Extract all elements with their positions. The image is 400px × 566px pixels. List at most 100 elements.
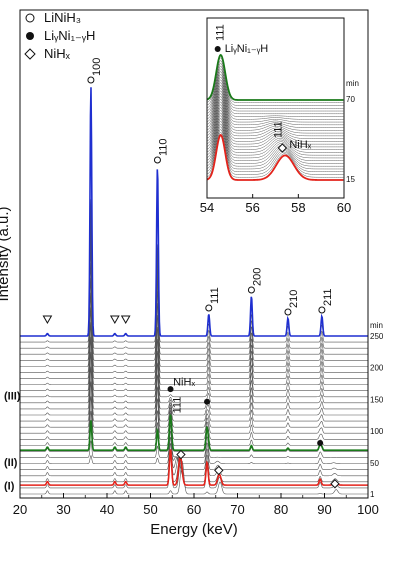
trace-gray xyxy=(20,235,368,373)
region-label: (III) xyxy=(4,390,21,402)
inset-trace-gray xyxy=(207,90,344,137)
trace-gray xyxy=(20,292,368,398)
inset-trace-gray xyxy=(207,57,344,104)
inset-trace-15-min xyxy=(207,133,344,181)
inset-trace-gray xyxy=(207,76,344,123)
hkl-label: 110 xyxy=(157,138,169,156)
trace-gray xyxy=(20,455,368,489)
triangle-marker xyxy=(42,315,53,325)
x-tick-label: 20 xyxy=(13,502,27,517)
inset-x-tick-label: 58 xyxy=(291,200,305,215)
plot-frame: 20 30 40 50 60 70 80 90 100 Energy (keV) Intensity… xyxy=(0,9,379,538)
NiHx-111-label: 111 xyxy=(172,397,184,414)
LiNiH3-peak-marker xyxy=(247,286,255,294)
inset-trace-gray xyxy=(207,82,344,128)
inset-trace-gray xyxy=(207,60,344,106)
inset-trace-gray xyxy=(207,101,344,148)
open-circle-icon xyxy=(25,13,35,23)
inset-NiHx-marker xyxy=(277,143,288,153)
hkl-label: 200 xyxy=(251,268,263,286)
inset-trace-gray xyxy=(207,73,344,120)
trace-gray xyxy=(20,449,368,483)
trace-gray xyxy=(20,205,368,343)
inset-trace-gray xyxy=(207,118,344,164)
inset-x-tick-label: 54 xyxy=(200,200,214,215)
trace-gray xyxy=(20,307,368,404)
trace-gray xyxy=(20,199,368,337)
inset-time-unit: min xyxy=(346,79,359,88)
x-tick-label: 40 xyxy=(100,502,114,517)
NiHx-peak-marker xyxy=(214,465,224,476)
x-tick-label: 60 xyxy=(187,502,201,517)
trace-gray xyxy=(20,351,368,422)
inset-time-label: 70 xyxy=(346,95,355,104)
trace-gray xyxy=(20,223,368,361)
inset-time-label: 15 xyxy=(346,175,355,184)
time-tick-label: 200 xyxy=(370,364,384,373)
inset-trace-gray xyxy=(207,79,344,126)
trace-gray xyxy=(20,262,368,385)
inset-trace-gray xyxy=(207,96,344,142)
legend-label: NiHₓ xyxy=(44,46,71,61)
trace-gray xyxy=(20,411,368,446)
trace-gray xyxy=(20,396,368,440)
inset-LiyNi1yH-label: LiᵧNi₁₋ᵧH xyxy=(225,43,269,55)
trace-70-min xyxy=(20,414,368,452)
LiyNi1yH-peak-marker xyxy=(317,440,324,447)
hkl-label: 111 xyxy=(209,287,221,304)
x-tick-label: 30 xyxy=(56,502,70,517)
x-tick-label: 90 xyxy=(317,502,331,517)
LiNiH3-peak-marker xyxy=(318,306,326,314)
traces-layer xyxy=(20,87,368,495)
inset-trace-gray xyxy=(207,87,344,134)
trace-gray xyxy=(20,443,368,477)
NiHx-peak-marker xyxy=(330,479,340,489)
time-unit-label: min xyxy=(370,321,383,330)
trace-gray xyxy=(20,418,368,452)
region-label: (II) xyxy=(4,457,18,469)
legend-label: LiᵧNi₁₋ᵧH xyxy=(44,28,95,43)
x-tick-label: 100 xyxy=(357,502,379,517)
trace-gray xyxy=(20,217,368,355)
inset-trace-gray xyxy=(207,112,344,159)
time-tick-label: 50 xyxy=(370,459,379,468)
inset-NiHx-label: NiHₓ xyxy=(289,139,311,151)
trace-gray xyxy=(20,277,368,391)
inset-trace-gray xyxy=(207,123,344,170)
hkl-label: 210 xyxy=(288,290,300,308)
trace-15-min xyxy=(20,449,368,486)
inset-trace-gray xyxy=(207,62,344,109)
time-tick-label: 100 xyxy=(370,427,384,436)
x-axis-title: Energy (keV) xyxy=(150,521,238,538)
inset-panel: 54 56 58 60 min 70 15 LiᵧNi₁₋ᵧH 111 NiHₓ 111 xyxy=(200,17,359,215)
inset-hkl-label: 111 xyxy=(215,24,227,41)
NiHx-annotation: NiHₓ xyxy=(173,376,195,388)
inset-border xyxy=(206,17,345,199)
legend: LiNiH₃ LiᵧNi₁₋ᵧH NiHₓ xyxy=(24,10,95,61)
trace-gray xyxy=(20,366,368,428)
trace-gray xyxy=(20,430,368,464)
inset-x-tick-label: 56 xyxy=(245,200,259,215)
legend-label: LiNiH₃ xyxy=(44,10,81,25)
labels-layer: min150100150200250(I)(II)(III)LiNiH₃LiᵧN… xyxy=(4,10,384,499)
inset-x-tick-label: 60 xyxy=(337,200,351,215)
trace-gray xyxy=(20,337,368,416)
time-tick-label: 250 xyxy=(370,332,384,341)
LiNiH3-peak-marker xyxy=(284,308,292,316)
inset-trace-gray xyxy=(207,129,344,175)
LiNiH3-peak-marker xyxy=(87,76,95,84)
inset-trace-gray xyxy=(207,71,344,117)
LiyNi1yH-peak-marker xyxy=(167,386,174,393)
hkl-label: 211 xyxy=(322,288,334,306)
trace-gray xyxy=(20,460,368,495)
inset-trace-gray xyxy=(207,126,344,172)
time-tick-label: 150 xyxy=(370,395,384,404)
inset-hkl-label: 111 xyxy=(272,121,284,138)
LiyNi1yH-peak-marker xyxy=(204,398,211,405)
inset-trace-gray xyxy=(207,104,344,150)
open-diamond-icon xyxy=(24,48,36,60)
LiNiH3-peak-marker xyxy=(153,156,161,164)
trace-gray xyxy=(20,211,368,349)
